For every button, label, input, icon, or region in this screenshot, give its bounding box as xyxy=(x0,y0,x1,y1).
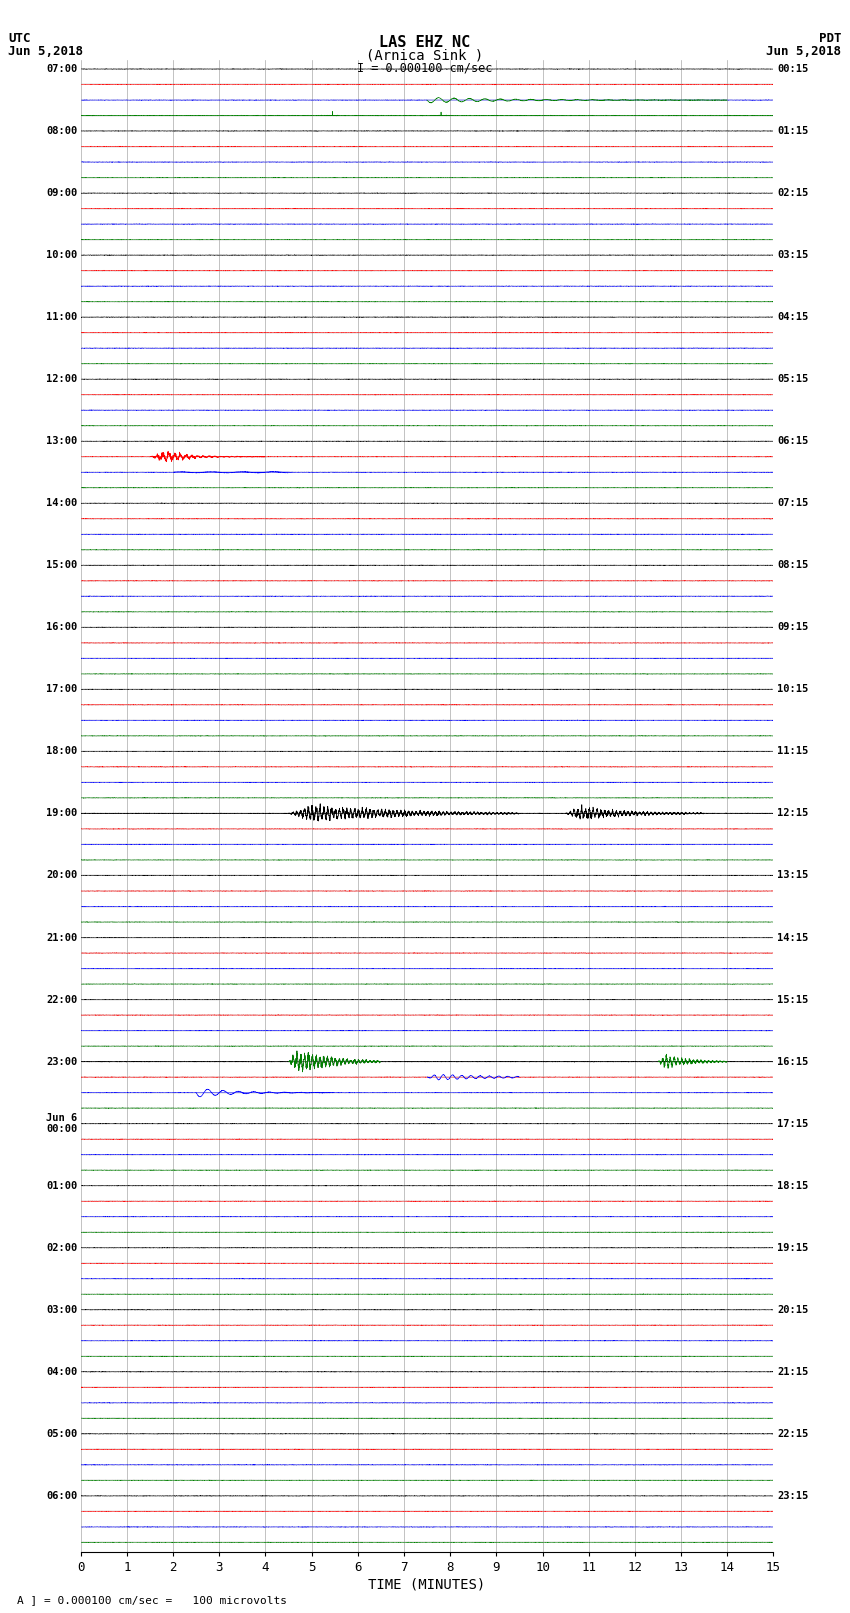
Text: 19:15: 19:15 xyxy=(777,1242,808,1253)
Text: 07:15: 07:15 xyxy=(777,498,808,508)
Text: 01:15: 01:15 xyxy=(777,126,808,135)
Text: 08:15: 08:15 xyxy=(777,560,808,571)
Text: 23:15: 23:15 xyxy=(777,1490,808,1500)
Text: 16:00: 16:00 xyxy=(46,623,77,632)
Text: 04:00: 04:00 xyxy=(46,1366,77,1378)
Text: PDT: PDT xyxy=(819,32,842,45)
Text: 17:15: 17:15 xyxy=(777,1119,808,1129)
Text: 08:00: 08:00 xyxy=(46,126,77,135)
Text: 02:00: 02:00 xyxy=(46,1242,77,1253)
Text: 14:00: 14:00 xyxy=(46,498,77,508)
Text: 14:15: 14:15 xyxy=(777,932,808,942)
Text: A ] = 0.000100 cm/sec =   100 microvolts: A ] = 0.000100 cm/sec = 100 microvolts xyxy=(17,1595,287,1605)
Text: 23:00: 23:00 xyxy=(46,1057,77,1066)
Text: 22:15: 22:15 xyxy=(777,1429,808,1439)
Text: 04:15: 04:15 xyxy=(777,313,808,323)
Text: 18:00: 18:00 xyxy=(46,747,77,756)
Text: 17:00: 17:00 xyxy=(46,684,77,694)
Text: 03:00: 03:00 xyxy=(46,1305,77,1315)
Text: 05:15: 05:15 xyxy=(777,374,808,384)
Text: Jun 6
00:00: Jun 6 00:00 xyxy=(46,1113,77,1134)
Text: 15:00: 15:00 xyxy=(46,560,77,571)
Text: 21:00: 21:00 xyxy=(46,932,77,942)
Text: 02:15: 02:15 xyxy=(777,189,808,198)
X-axis label: TIME (MINUTES): TIME (MINUTES) xyxy=(369,1578,485,1592)
Text: 10:00: 10:00 xyxy=(46,250,77,260)
Text: LAS EHZ NC: LAS EHZ NC xyxy=(379,35,471,50)
Text: I = 0.000100 cm/sec: I = 0.000100 cm/sec xyxy=(357,61,493,74)
Text: 00:15: 00:15 xyxy=(777,65,808,74)
Text: 03:15: 03:15 xyxy=(777,250,808,260)
Text: 10:15: 10:15 xyxy=(777,684,808,694)
Text: 07:00: 07:00 xyxy=(46,65,77,74)
Text: 06:00: 06:00 xyxy=(46,1490,77,1500)
Text: (Arnica Sink ): (Arnica Sink ) xyxy=(366,48,484,63)
Text: 12:00: 12:00 xyxy=(46,374,77,384)
Text: 11:00: 11:00 xyxy=(46,313,77,323)
Text: 09:00: 09:00 xyxy=(46,189,77,198)
Text: 20:00: 20:00 xyxy=(46,871,77,881)
Text: 13:00: 13:00 xyxy=(46,436,77,447)
Text: 05:00: 05:00 xyxy=(46,1429,77,1439)
Text: 09:15: 09:15 xyxy=(777,623,808,632)
Text: 18:15: 18:15 xyxy=(777,1181,808,1190)
Text: 20:15: 20:15 xyxy=(777,1305,808,1315)
Text: 22:00: 22:00 xyxy=(46,995,77,1005)
Text: Jun 5,2018: Jun 5,2018 xyxy=(8,45,83,58)
Text: 06:15: 06:15 xyxy=(777,436,808,447)
Text: 11:15: 11:15 xyxy=(777,747,808,756)
Text: 16:15: 16:15 xyxy=(777,1057,808,1066)
Text: UTC: UTC xyxy=(8,32,31,45)
Text: 12:15: 12:15 xyxy=(777,808,808,818)
Text: 13:15: 13:15 xyxy=(777,871,808,881)
Text: 19:00: 19:00 xyxy=(46,808,77,818)
Text: 15:15: 15:15 xyxy=(777,995,808,1005)
Text: Jun 5,2018: Jun 5,2018 xyxy=(767,45,842,58)
Text: 21:15: 21:15 xyxy=(777,1366,808,1378)
Text: 01:00: 01:00 xyxy=(46,1181,77,1190)
